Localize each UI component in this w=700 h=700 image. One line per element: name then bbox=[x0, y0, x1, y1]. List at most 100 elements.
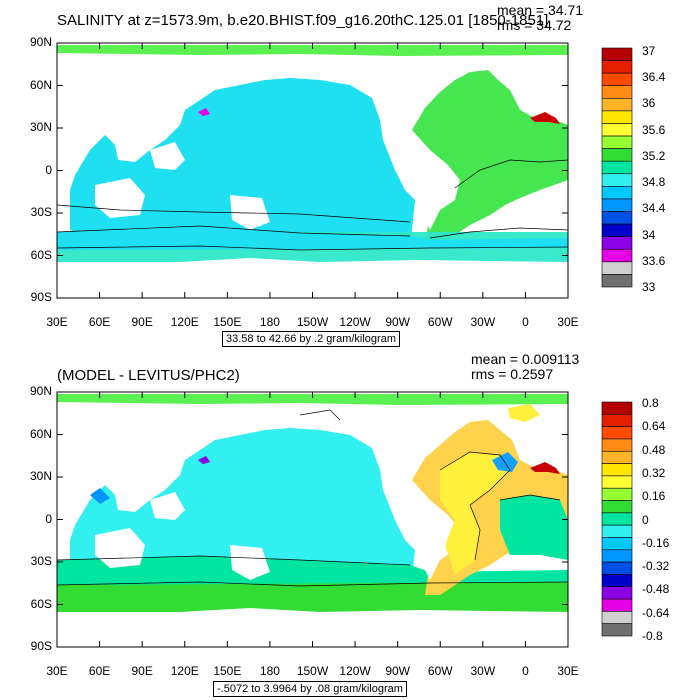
colorbar-label: 0.16 bbox=[642, 489, 666, 504]
colorbar-swatch bbox=[601, 537, 633, 551]
colorbar-label: 37 bbox=[642, 44, 656, 58]
colorbar-label: 0.8 bbox=[642, 396, 659, 410]
colorbar-swatch bbox=[601, 60, 633, 74]
colorbar-swatch bbox=[601, 438, 633, 452]
colorbar-swatch bbox=[601, 72, 633, 87]
x-tick-label: 30E bbox=[557, 664, 579, 678]
x-tick-label: 60E bbox=[88, 315, 111, 329]
x-tick-label: 180 bbox=[259, 315, 280, 329]
y-tick-label: 90N bbox=[29, 384, 52, 398]
colorbar-label: 0.64 bbox=[642, 419, 666, 434]
panel-title: (MODEL - LEVITUS/PHC2) bbox=[57, 367, 240, 384]
colorbar-swatch bbox=[601, 186, 633, 200]
colorbar-swatch bbox=[601, 574, 633, 588]
x-tick-label: 0 bbox=[522, 664, 529, 678]
colorbar-label: 35.2 bbox=[642, 148, 666, 163]
atlantic-ocean bbox=[412, 70, 568, 245]
colorbar-label: 0.32 bbox=[642, 465, 666, 480]
colorbar-swatch bbox=[601, 198, 633, 212]
colorbar-swatch bbox=[601, 223, 633, 237]
colorbar-swatch bbox=[601, 500, 633, 514]
y-tick-label: 30S bbox=[30, 554, 52, 568]
mediterranean-sea bbox=[530, 112, 560, 124]
contour-info-box: 33.58 to 42.66 by .2 gram/kilogram bbox=[222, 331, 400, 347]
x-tick-label: 120E bbox=[170, 315, 199, 329]
x-tick-label: 90E bbox=[131, 315, 153, 329]
colorbar-swatch bbox=[601, 611, 633, 624]
colorbar-swatch bbox=[601, 450, 633, 464]
x-tick-label: 60W bbox=[427, 315, 453, 329]
y-tick-label: 60S bbox=[30, 247, 52, 262]
x-tick-label: 30W bbox=[470, 315, 496, 329]
x-tick-label: 180 bbox=[259, 664, 280, 678]
colorbar-swatch bbox=[601, 173, 633, 187]
colorbar-label: -0.16 bbox=[642, 535, 670, 550]
colorbar-swatch bbox=[601, 47, 633, 61]
colorbar-swatch bbox=[601, 549, 633, 563]
x-tick-label: 30E bbox=[46, 315, 68, 329]
pacific-indian-ocean bbox=[70, 428, 415, 595]
colorbar-swatch bbox=[601, 475, 633, 489]
x-tick-label: 30W bbox=[470, 664, 496, 678]
map-difference bbox=[56, 391, 569, 648]
colorbar-swatch bbox=[601, 487, 633, 501]
colorbar-swatch bbox=[601, 623, 633, 637]
x-tick-label: 0 bbox=[522, 315, 529, 329]
y-tick-label: 0 bbox=[45, 511, 52, 526]
x-tick-label: 90W bbox=[385, 664, 410, 678]
mean-label: mean = 0.009113 bbox=[471, 351, 580, 367]
colorbar-swatch bbox=[601, 561, 633, 575]
x-tick-label: 120E bbox=[170, 664, 199, 678]
colorbar-swatch bbox=[601, 110, 633, 124]
colorbar-swatch bbox=[601, 248, 633, 263]
colorbar-label: 34 bbox=[642, 227, 656, 242]
colorbar-label: 34.4 bbox=[642, 201, 666, 216]
colorbar-label: -0.32 bbox=[642, 559, 670, 574]
x-tick-label: 60W bbox=[427, 664, 453, 678]
colorbar-label: 0.48 bbox=[642, 442, 666, 457]
y-tick-label: 90N bbox=[29, 35, 52, 49]
x-tick-label: 150W bbox=[296, 315, 329, 329]
y-tick-label: 60N bbox=[29, 426, 52, 441]
colorbar-swatch bbox=[601, 414, 633, 427]
colorbar-swatch bbox=[601, 135, 633, 149]
y-tick-label: 60S bbox=[30, 596, 52, 611]
x-tick-label: 30E bbox=[46, 664, 68, 678]
y-tick-label: 90S bbox=[30, 290, 52, 304]
contour-info-box: -.5072 to 3.9964 by .08 gram/kilogram bbox=[213, 681, 407, 697]
y-tick-label: 60N bbox=[29, 77, 52, 92]
mean-label: mean = 34.71 bbox=[497, 2, 584, 18]
x-tick-label: 60E bbox=[88, 664, 111, 678]
colorbar-swatch bbox=[601, 401, 633, 415]
colorbar-label: -0.64 bbox=[642, 605, 670, 620]
x-tick-label: 120W bbox=[339, 664, 371, 678]
colorbar-swatch bbox=[601, 261, 633, 275]
colorbar-swatch bbox=[601, 123, 633, 137]
y-tick-label: 90S bbox=[30, 639, 52, 653]
pacific-indian-ocean bbox=[70, 78, 415, 245]
colorbar-swatch bbox=[601, 512, 633, 526]
colorbar-swatch bbox=[601, 160, 633, 175]
colorbar-swatch bbox=[601, 586, 633, 600]
rms-label: rms = 34.72 bbox=[497, 17, 572, 33]
x-tick-label: 150E bbox=[213, 664, 242, 678]
colorbar-swatch bbox=[601, 463, 633, 477]
colorbar-swatch bbox=[601, 524, 633, 538]
colorbar-label: 34.8 bbox=[642, 175, 666, 190]
x-tick-label: 150E bbox=[213, 315, 242, 329]
colorbar-swatch bbox=[601, 211, 633, 225]
axis-ticks bbox=[56, 42, 569, 648]
y-tick-label: 30N bbox=[29, 120, 52, 134]
y-tick-label: 0 bbox=[45, 162, 52, 177]
y-tick-label: 30S bbox=[30, 205, 52, 219]
colorbar-swatch bbox=[601, 148, 633, 162]
colorbar-swatch bbox=[601, 236, 633, 250]
colorbars bbox=[601, 47, 633, 637]
rms-label: rms = 0.2597 bbox=[471, 366, 554, 382]
colorbar-swatch bbox=[601, 274, 633, 288]
x-tick-label: 30E bbox=[557, 315, 579, 329]
panel-title: SALINITY at z=1573.9m, b.e20.BHIST.f09_g… bbox=[57, 12, 549, 29]
x-tick-label: 150W bbox=[296, 664, 329, 678]
colorbar-label: 33 bbox=[642, 280, 656, 294]
x-tick-label: 90W bbox=[385, 315, 410, 329]
